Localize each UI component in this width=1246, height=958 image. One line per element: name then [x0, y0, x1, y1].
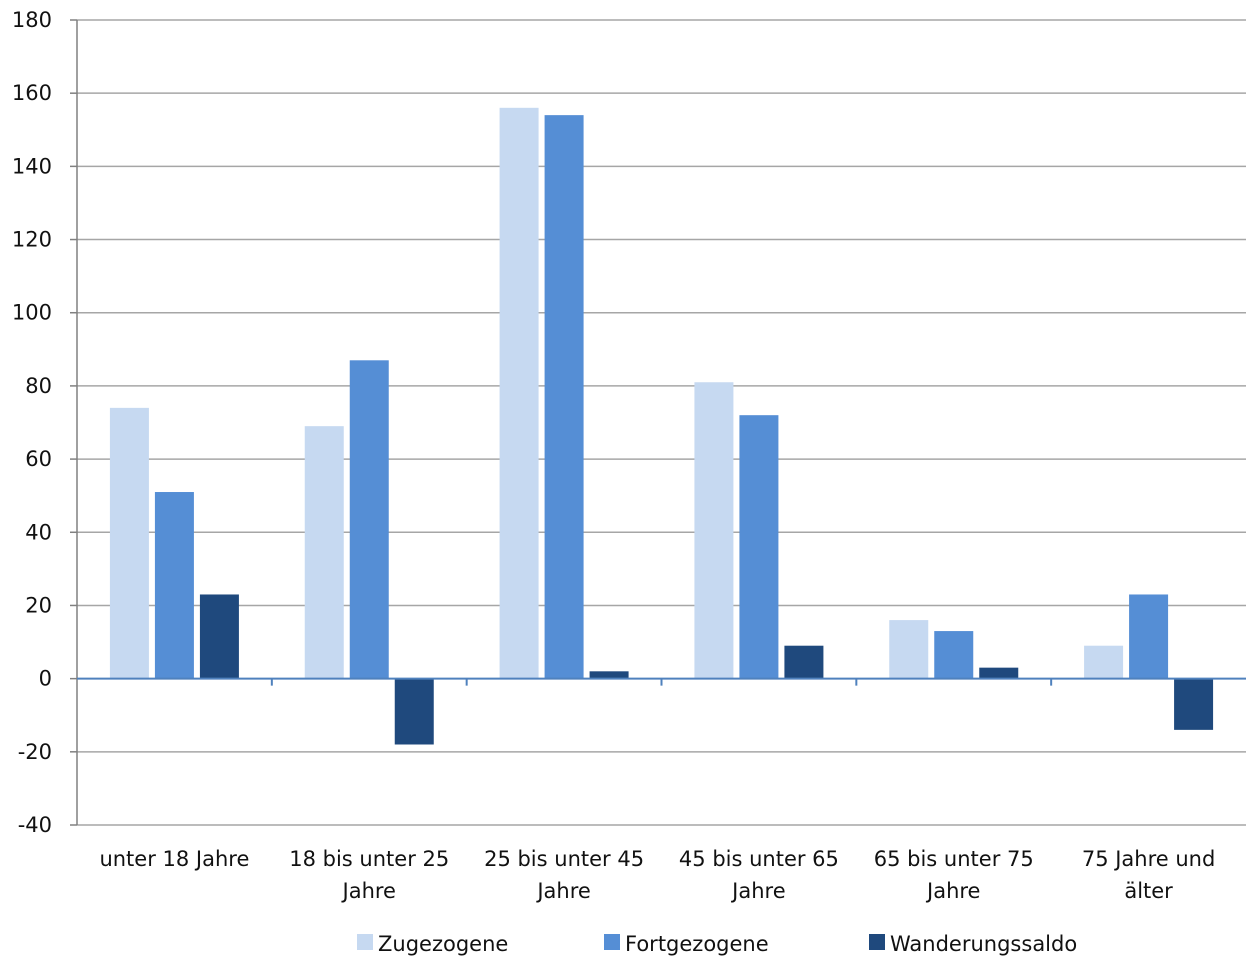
- category-label: Jahre: [730, 879, 785, 903]
- legend-label-fortgezogene: Fortgezogene: [625, 932, 769, 956]
- y-tick-label: -20: [18, 740, 52, 764]
- category-label: Jahre: [925, 879, 980, 903]
- bar-zugezogene-4: [889, 620, 929, 679]
- category-labels: unter 18 Jahre 18 bis unter 25 Jahre 25 bis…: [99, 847, 1215, 903]
- bar-wanderungssaldo-5: [1174, 678, 1214, 730]
- category-label: 45 bis unter 65: [679, 847, 839, 871]
- bar-fortgezogene-5: [1129, 594, 1169, 679]
- category-label: 75 Jahre und: [1082, 847, 1216, 871]
- bar-zugezogene-5: [1084, 645, 1124, 679]
- y-tick-label: 20: [25, 593, 52, 617]
- y-tick-label: -40: [18, 813, 52, 837]
- y-tick-label: 0: [39, 667, 52, 691]
- bar-fortgezogene-2: [544, 115, 584, 679]
- y-tick-label: 60: [25, 447, 52, 471]
- legend-swatch-zugezogene: [357, 934, 373, 950]
- bar-fortgezogene-4: [934, 631, 974, 679]
- axes: [70, 19, 1246, 826]
- bar-zugezogene-3: [694, 382, 734, 679]
- bar-zugezogene-2: [499, 107, 539, 679]
- legend: Zugezogene Fortgezogene Wanderungssaldo: [357, 932, 1077, 956]
- bar-fortgezogene-3: [739, 415, 779, 679]
- legend-swatch-wanderungssaldo: [869, 934, 885, 950]
- bar-wanderungssaldo-2: [589, 671, 629, 679]
- bar-wanderungssaldo-3: [784, 645, 824, 679]
- bar-zugezogene-1: [304, 426, 344, 679]
- legend-label-zugezogene: Zugezogene: [378, 932, 508, 956]
- category-label: 25 bis unter 45: [484, 847, 644, 871]
- legend-label-wanderungssaldo: Wanderungssaldo: [890, 932, 1077, 956]
- bar-fortgezogene-0: [154, 492, 194, 679]
- y-tick-label: 160: [12, 81, 52, 105]
- y-tick-label: 40: [25, 520, 52, 544]
- y-tick-label: 120: [12, 228, 52, 252]
- category-label: Jahre: [535, 879, 590, 903]
- category-label: älter: [1124, 879, 1173, 903]
- bar-wanderungssaldo-4: [979, 667, 1019, 679]
- y-tick-label: 80: [25, 374, 52, 398]
- y-tick-label: 180: [12, 8, 52, 32]
- bar-wanderungssaldo-0: [199, 594, 239, 679]
- bars: [109, 107, 1214, 745]
- bar-wanderungssaldo-1: [394, 678, 434, 745]
- y-tick-label: 140: [12, 154, 52, 178]
- category-label: 65 bis unter 75: [874, 847, 1034, 871]
- legend-swatch-fortgezogene: [604, 934, 620, 950]
- gridlines: [77, 19, 1246, 826]
- category-label: Jahre: [341, 879, 396, 903]
- y-tick-label: 100: [12, 301, 52, 325]
- y-tick-labels: -40 -20 0 20 40 60 80 100 120 140 160 180: [12, 8, 52, 837]
- bar-fortgezogene-1: [349, 360, 389, 679]
- category-label: unter 18 Jahre: [99, 847, 249, 871]
- category-label: 18 bis unter 25: [289, 847, 449, 871]
- bar-zugezogene-0: [109, 407, 149, 679]
